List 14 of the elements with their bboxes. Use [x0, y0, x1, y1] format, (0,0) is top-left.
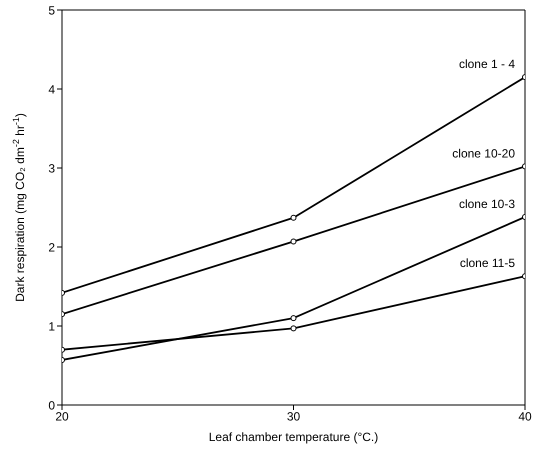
y-tick-label: 3 [48, 161, 56, 176]
x-tick-label: 40 [518, 410, 532, 424]
y-tick-label: 1 [48, 319, 56, 334]
x-tick-label: 30 [286, 410, 300, 424]
y-tick-label: 5 [48, 3, 56, 18]
series-label: clone 10-3 [458, 196, 516, 211]
y-tick-label: 0 [48, 398, 56, 412]
y-tick-label: 2 [48, 240, 56, 254]
series-label: clone 1 - 4 [458, 57, 516, 72]
x-axis-title: Leaf chamber temperature (°C.) [208, 430, 378, 444]
series-label: clone 10-20 [452, 146, 516, 160]
series-label: clone 11-5 [460, 256, 516, 270]
x-tick-label: 20 [55, 410, 69, 424]
y-tick-label: 4 [48, 82, 56, 96]
